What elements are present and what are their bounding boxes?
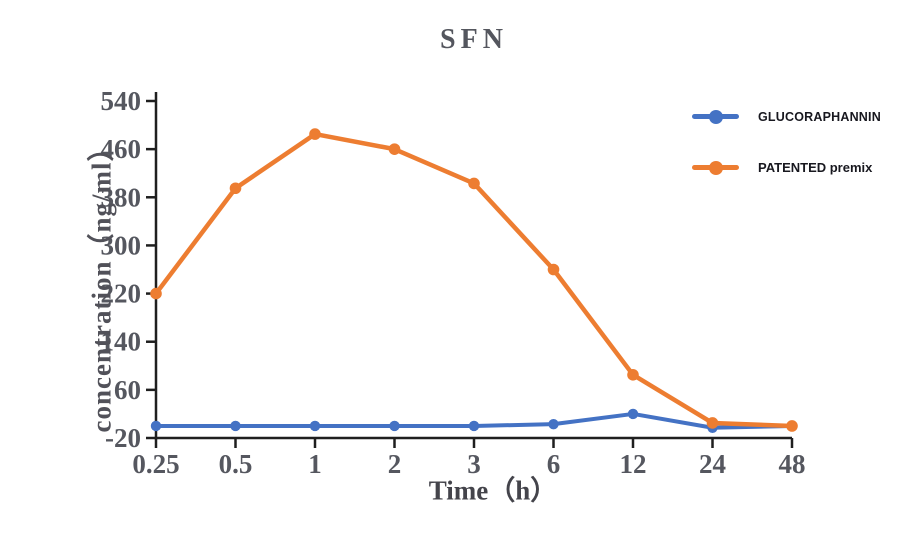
data-point-glucoraphannin (389, 420, 400, 432)
x-tick-label: 0.5 (219, 449, 253, 479)
x-tick-label: 2 (388, 449, 402, 479)
data-point-patented-premix (786, 420, 798, 432)
data-point-patented-premix (547, 263, 560, 276)
legend-item-glucoraphannin: GLUCORAPHANNIN (692, 104, 881, 129)
legend-label-glucoraphannin: GLUCORAPHANNIN (758, 109, 881, 124)
data-point-patented-premix (627, 369, 639, 381)
x-tick-label: 12 (620, 449, 647, 479)
y-tick-label: 460 (101, 134, 142, 164)
data-point-glucoraphannin (627, 408, 639, 420)
y-tick-label: 380 (101, 182, 142, 212)
legend-line-marker-icon (692, 109, 739, 124)
legend-dot-icon (708, 160, 723, 175)
x-tick-label: 1 (308, 449, 322, 479)
data-point-patented-premix (309, 128, 321, 140)
data-point-patented-premix (468, 177, 480, 190)
data-point-glucoraphannin (230, 420, 241, 432)
y-axis-title: concentration（ng/ml） (86, 133, 117, 433)
x-axis-title: Time（h） (428, 475, 558, 506)
y-tick-label: 300 (101, 230, 142, 260)
y-tick-label: -20 (105, 423, 141, 453)
legend-dot-icon (708, 109, 723, 124)
data-point-patented-premix (706, 417, 719, 429)
y-tick-label: 60 (114, 375, 141, 405)
legend: GLUCORAPHANNIN PATENTED premix (692, 104, 881, 180)
x-tick-label: 3 (467, 449, 481, 479)
data-point-glucoraphannin (150, 420, 162, 432)
y-tick-label: 140 (101, 327, 142, 357)
legend-label-patented-premix: PATENTED premix (758, 160, 873, 175)
legend-line-marker-icon (692, 160, 739, 175)
x-tick-label: 48 (779, 449, 806, 479)
data-point-patented-premix (388, 143, 401, 155)
x-tick-label: 6 (547, 449, 561, 479)
y-tick-label: 540 (101, 86, 142, 116)
data-point-patented-premix (229, 182, 242, 195)
data-point-glucoraphannin (548, 418, 559, 430)
chart-title: SFN (440, 24, 508, 55)
data-point-glucoraphannin (468, 420, 480, 432)
x-tick-label: 0.25 (132, 449, 179, 479)
x-tick-label: 24 (699, 449, 726, 479)
data-point-patented-premix (150, 287, 162, 300)
y-tick-label: 220 (101, 279, 142, 309)
data-point-glucoraphannin (309, 420, 321, 432)
legend-item-patented-premix: PATENTED premix (692, 155, 881, 180)
